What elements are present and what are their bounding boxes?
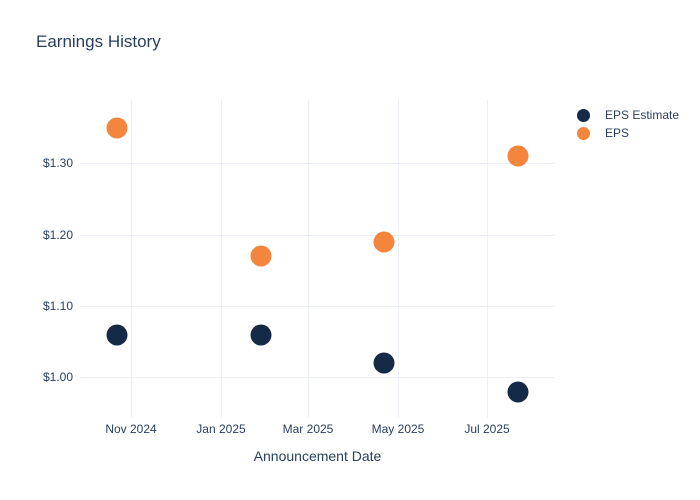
data-point-eps[interactable]	[373, 231, 395, 253]
x-tick-label: May 2025	[371, 422, 425, 436]
chart-title: Earnings History	[36, 32, 161, 51]
gridline-y	[80, 306, 555, 307]
data-point-eps-estimate[interactable]	[507, 381, 529, 403]
x-tick-label: Nov 2024	[105, 422, 157, 436]
y-tick-label: $1.00	[42, 370, 73, 384]
eps-estimate-marker-icon	[577, 108, 590, 122]
gridline-x	[308, 100, 309, 418]
data-point-eps[interactable]	[250, 245, 272, 267]
gridline-x	[221, 100, 222, 418]
legend-label-eps-estimate: EPS Estimate	[605, 108, 680, 122]
gridline-y	[80, 163, 555, 164]
x-tick-label: Jul 2025	[464, 422, 510, 436]
y-tick-label: $1.10	[42, 299, 73, 313]
plot-area	[80, 100, 555, 418]
legend-item-eps[interactable]: EPS	[577, 124, 679, 142]
y-tick-label: $1.20	[42, 228, 73, 242]
y-tick-label: $1.30	[42, 156, 73, 170]
legend-item-eps-estimate[interactable]: EPS Estimate	[577, 106, 679, 124]
x-axis-title: Announcement Date	[253, 448, 382, 464]
data-point-eps[interactable]	[106, 117, 128, 139]
eps-marker-icon	[577, 126, 590, 140]
x-tick-label: Mar 2025	[282, 422, 334, 436]
gridline-x	[487, 100, 488, 418]
legend-label-eps: EPS	[605, 126, 630, 140]
data-point-eps-estimate[interactable]	[106, 324, 128, 346]
gridline-y	[80, 377, 555, 378]
data-point-eps-estimate[interactable]	[373, 352, 395, 374]
gridline-y	[80, 235, 555, 236]
gridline-x	[131, 100, 132, 418]
x-tick-label: Jan 2025	[196, 422, 246, 436]
legend: EPS Estimate EPS	[577, 106, 679, 142]
gridline-x	[398, 100, 399, 418]
data-point-eps[interactable]	[507, 145, 529, 167]
data-point-eps-estimate[interactable]	[250, 324, 272, 346]
